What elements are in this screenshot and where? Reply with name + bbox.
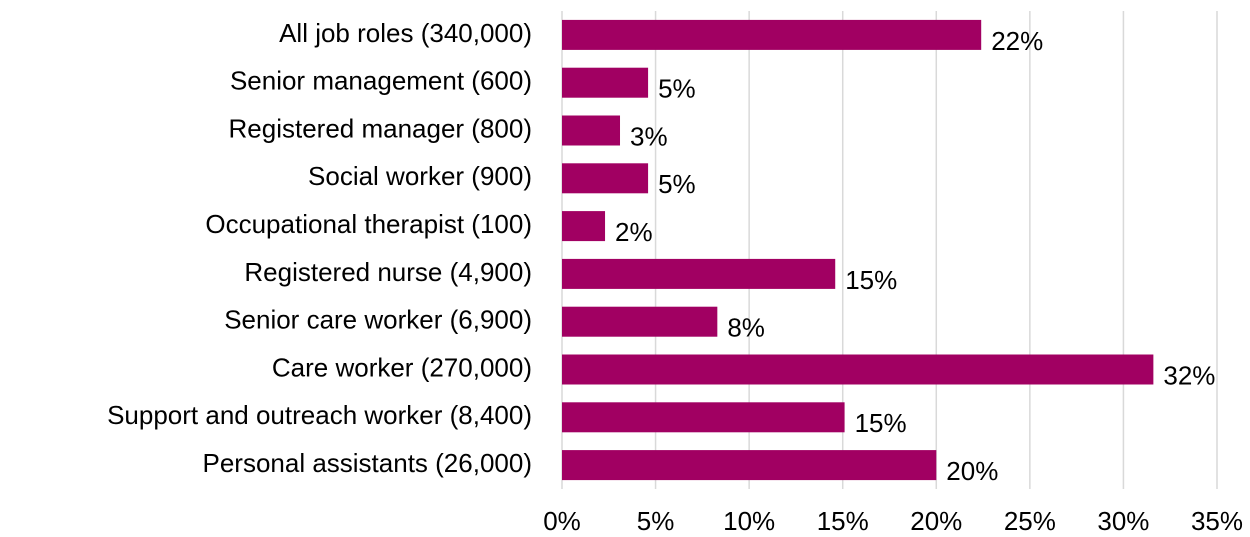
data-label: 5% [658,169,696,199]
y-tick-label: Registered manager (800) [229,113,533,143]
y-tick-label: Occupational therapist (100) [205,209,532,239]
y-tick-label: Senior care worker (6,900) [224,305,532,335]
y-tick-label: Social worker (900) [308,161,532,191]
bar [562,354,1154,385]
bar [562,211,606,242]
data-label: 22% [991,26,1043,56]
y-tick-label: Support and outreach worker (8,400) [107,400,532,430]
x-tick-label: 10% [723,506,775,536]
y-tick-label: All job roles (340,000) [279,18,532,48]
bar [562,258,836,289]
bar [562,450,937,481]
x-tick-label: 25% [1004,506,1056,536]
x-tick-label: 5% [637,506,675,536]
x-tick-label: 20% [910,506,962,536]
data-label: 8% [727,313,765,343]
data-label: 15% [845,265,897,295]
bar [562,67,649,98]
y-tick-label: Care worker (270,000) [272,352,532,382]
y-tick-label: Senior management (600) [230,66,532,96]
data-label: 3% [630,121,668,151]
bar [562,19,982,50]
bar [562,306,718,337]
data-label: 15% [855,408,907,438]
data-label: 2% [615,217,653,247]
bar [562,115,621,146]
bar [562,402,845,433]
bar [562,163,649,194]
x-tick-label: 35% [1191,506,1243,536]
data-label: 5% [658,74,696,104]
data-label: 20% [946,456,998,486]
x-tick-label: 15% [817,506,869,536]
y-tick-label: Registered nurse (4,900) [244,257,532,287]
y-tick-label: Personal assistants (26,000) [202,448,532,478]
data-label: 32% [1163,360,1215,390]
x-tick-label: 0% [543,506,581,536]
x-tick-label: 30% [1097,506,1149,536]
